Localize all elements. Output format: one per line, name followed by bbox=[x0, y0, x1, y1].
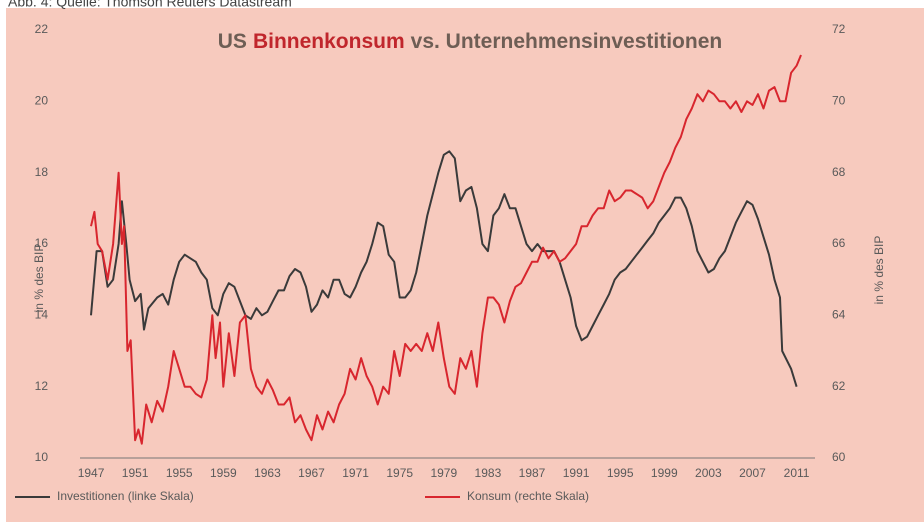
x-tick-label: 2007 bbox=[739, 466, 766, 480]
x-tick-label: 1959 bbox=[210, 466, 237, 480]
y2-tick-label: 72 bbox=[832, 22, 846, 36]
source-note: Abb. 4: Quelle: Thomson Reuters Datastre… bbox=[8, 0, 292, 10]
y2-tick-label: 62 bbox=[832, 379, 846, 393]
background bbox=[6, 8, 924, 522]
x-tick-label: 1947 bbox=[78, 466, 105, 480]
data-line bbox=[90, 54, 802, 445]
x-tick-label: 1983 bbox=[475, 466, 502, 480]
y-tick-label: 20 bbox=[35, 94, 49, 108]
x-tick-label: 1979 bbox=[430, 466, 457, 480]
chart-title: US Binnenkonsum vs. Unternehmensinvestitio… bbox=[218, 30, 722, 53]
title-part: vs. Unternehmensinvestitionen bbox=[411, 30, 723, 53]
x-tick-label: 2003 bbox=[695, 466, 722, 480]
x-tick-label: 1967 bbox=[298, 466, 325, 480]
y2-axis-label: in % des BIP bbox=[872, 236, 886, 305]
y-tick-label: 18 bbox=[35, 165, 49, 179]
y-tick-label: 14 bbox=[35, 308, 49, 322]
y-tick-label: 22 bbox=[35, 22, 49, 36]
x-tick-label: 1987 bbox=[519, 466, 546, 480]
y2-tick-label: 66 bbox=[832, 236, 846, 250]
x-tick-label: 1971 bbox=[342, 466, 369, 480]
x-tick-label: 1951 bbox=[122, 466, 149, 480]
y2-tick-label: 64 bbox=[832, 308, 846, 322]
x-tick-label: 1991 bbox=[563, 466, 590, 480]
y2-tick-label: 70 bbox=[832, 94, 846, 108]
x-tick-label: 1995 bbox=[607, 466, 634, 480]
x-tick-label: 1999 bbox=[651, 466, 678, 480]
legend-label: Investitionen (linke Skala) bbox=[57, 489, 194, 503]
x-tick-label: 1963 bbox=[254, 466, 281, 480]
y-tick-label: 16 bbox=[35, 236, 49, 250]
y-axis-label: in % des BIP bbox=[32, 244, 46, 313]
title-part: US bbox=[218, 30, 247, 53]
y-tick-label: 12 bbox=[35, 379, 49, 393]
title-part: Binnenkonsum bbox=[253, 30, 405, 53]
y2-tick-label: 60 bbox=[832, 450, 846, 464]
data-line bbox=[90, 150, 798, 387]
legend-label: Konsum (rechte Skala) bbox=[467, 489, 589, 503]
x-tick-label: 2011 bbox=[784, 466, 810, 480]
x-tick-label: 1975 bbox=[386, 466, 413, 480]
x-tick-label: 1955 bbox=[166, 466, 193, 480]
y2-tick-label: 68 bbox=[832, 165, 846, 179]
y-tick-label: 10 bbox=[35, 450, 49, 464]
